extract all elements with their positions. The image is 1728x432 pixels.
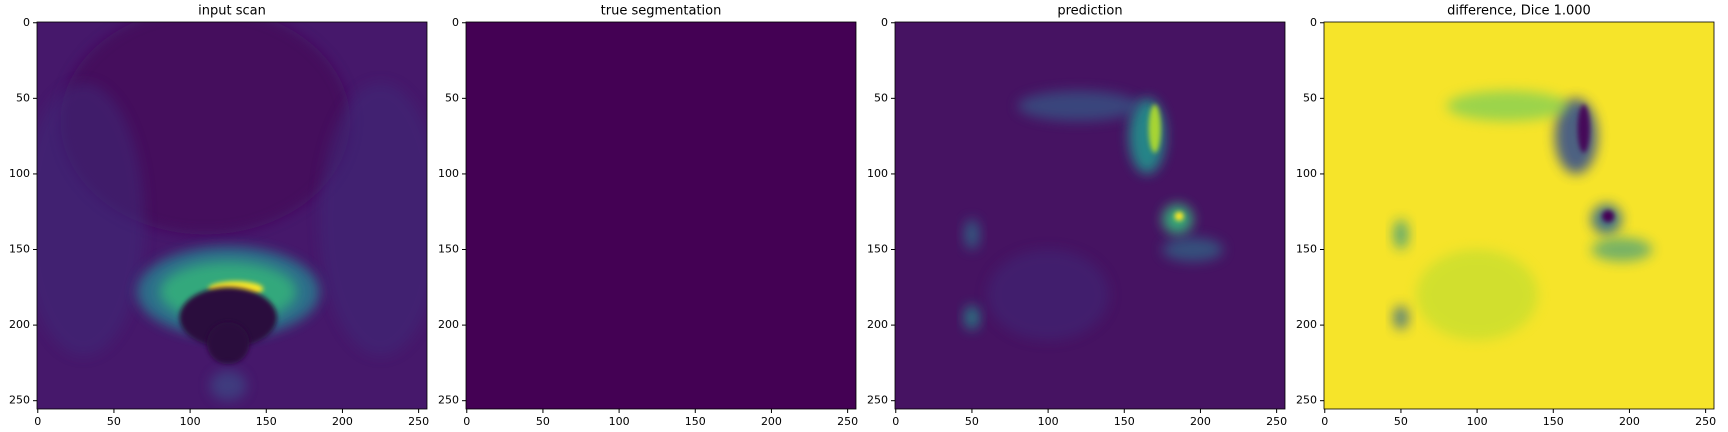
x-tick-label: 0 — [463, 415, 470, 428]
x-tick-label: 150 — [256, 415, 277, 428]
x-tick-label: 100 — [180, 415, 201, 428]
y-tick-label: 50 — [445, 91, 459, 104]
axes-frame — [465, 21, 857, 410]
panel-title: true segmentation — [601, 4, 722, 19]
y-tick-label: 100 — [9, 167, 30, 180]
y-tick-label: 50 — [1303, 91, 1317, 104]
x-tick-label: 0 — [34, 415, 41, 428]
image-base — [895, 22, 1285, 409]
x-tick-label: 250 — [1695, 415, 1716, 428]
x-tick-label: 250 — [837, 415, 858, 428]
x-tick-label: 150 — [1114, 415, 1135, 428]
image — [895, 22, 1285, 409]
axes-frame — [1323, 21, 1715, 410]
image-blob — [1416, 249, 1539, 341]
x-tick-label: 200 — [1190, 415, 1211, 428]
y-tick-label: 0 — [23, 16, 30, 29]
image-blob — [1577, 104, 1590, 153]
y-tick-label: 150 — [867, 243, 888, 256]
image-blob — [964, 305, 980, 330]
y-tick-label: 200 — [1296, 318, 1317, 331]
image-blob — [206, 322, 250, 365]
x-tick-label: 0 — [892, 415, 899, 428]
y-tick-label: 150 — [9, 243, 30, 256]
y-tick-label: 200 — [867, 318, 888, 331]
x-tick-label: 200 — [761, 415, 782, 428]
image-blob — [964, 219, 980, 250]
image-blob — [37, 83, 145, 356]
x-tick-label: 0 — [1321, 415, 1328, 428]
x-tick-label: 100 — [1467, 415, 1488, 428]
axes-frame — [894, 21, 1286, 410]
y-tick-label: 0 — [881, 16, 888, 29]
y-tick-label: 250 — [867, 394, 888, 407]
y-tick-label: 0 — [1310, 16, 1317, 29]
image-blob — [1591, 237, 1653, 262]
x-tick-label: 50 — [107, 415, 121, 428]
y-tick-label: 0 — [452, 16, 459, 29]
image-blob — [319, 83, 427, 356]
panel-title: prediction — [1057, 4, 1122, 19]
y-tick-label: 250 — [1296, 394, 1317, 407]
y-tick-label: 250 — [9, 394, 30, 407]
image — [466, 22, 856, 409]
x-tick-label: 50 — [1394, 415, 1408, 428]
x-tick-label: 250 — [1266, 415, 1287, 428]
image-blob — [179, 287, 277, 348]
y-tick-label: 150 — [438, 243, 459, 256]
y-tick-label: 150 — [1296, 243, 1317, 256]
image-blob — [987, 249, 1110, 341]
image-blob — [1602, 210, 1615, 223]
y-tick-label: 100 — [438, 167, 459, 180]
x-tick-label: 200 — [1619, 415, 1640, 428]
image-blob — [1393, 305, 1409, 330]
panel-title: input scan — [198, 4, 266, 19]
image-blob — [1162, 237, 1224, 262]
y-tick-label: 200 — [438, 318, 459, 331]
image-blob — [1148, 104, 1161, 153]
image-blob — [1446, 90, 1569, 122]
y-tick-label: 50 — [874, 91, 888, 104]
y-tick-label: 50 — [16, 91, 30, 104]
x-tick-label: 100 — [609, 415, 630, 428]
y-tick-label: 200 — [9, 318, 30, 331]
x-tick-label: 150 — [1543, 415, 1564, 428]
x-tick-label: 150 — [685, 415, 706, 428]
image — [1324, 22, 1714, 409]
x-tick-label: 50 — [536, 415, 550, 428]
y-tick-label: 250 — [438, 394, 459, 407]
image-blob — [1174, 211, 1184, 221]
image — [37, 22, 427, 409]
image-blob — [1017, 90, 1140, 122]
image-blob — [209, 370, 247, 401]
x-tick-label: 200 — [332, 415, 353, 428]
image-base — [466, 22, 856, 409]
x-tick-label: 250 — [408, 415, 429, 428]
image-base — [1324, 22, 1714, 409]
y-tick-label: 100 — [1296, 167, 1317, 180]
panel-title: difference, Dice 1.000 — [1447, 4, 1591, 19]
axes-frame — [36, 21, 428, 410]
x-tick-label: 100 — [1038, 415, 1059, 428]
y-tick-label: 100 — [867, 167, 888, 180]
x-tick-label: 50 — [965, 415, 979, 428]
image-blob — [1393, 219, 1409, 250]
